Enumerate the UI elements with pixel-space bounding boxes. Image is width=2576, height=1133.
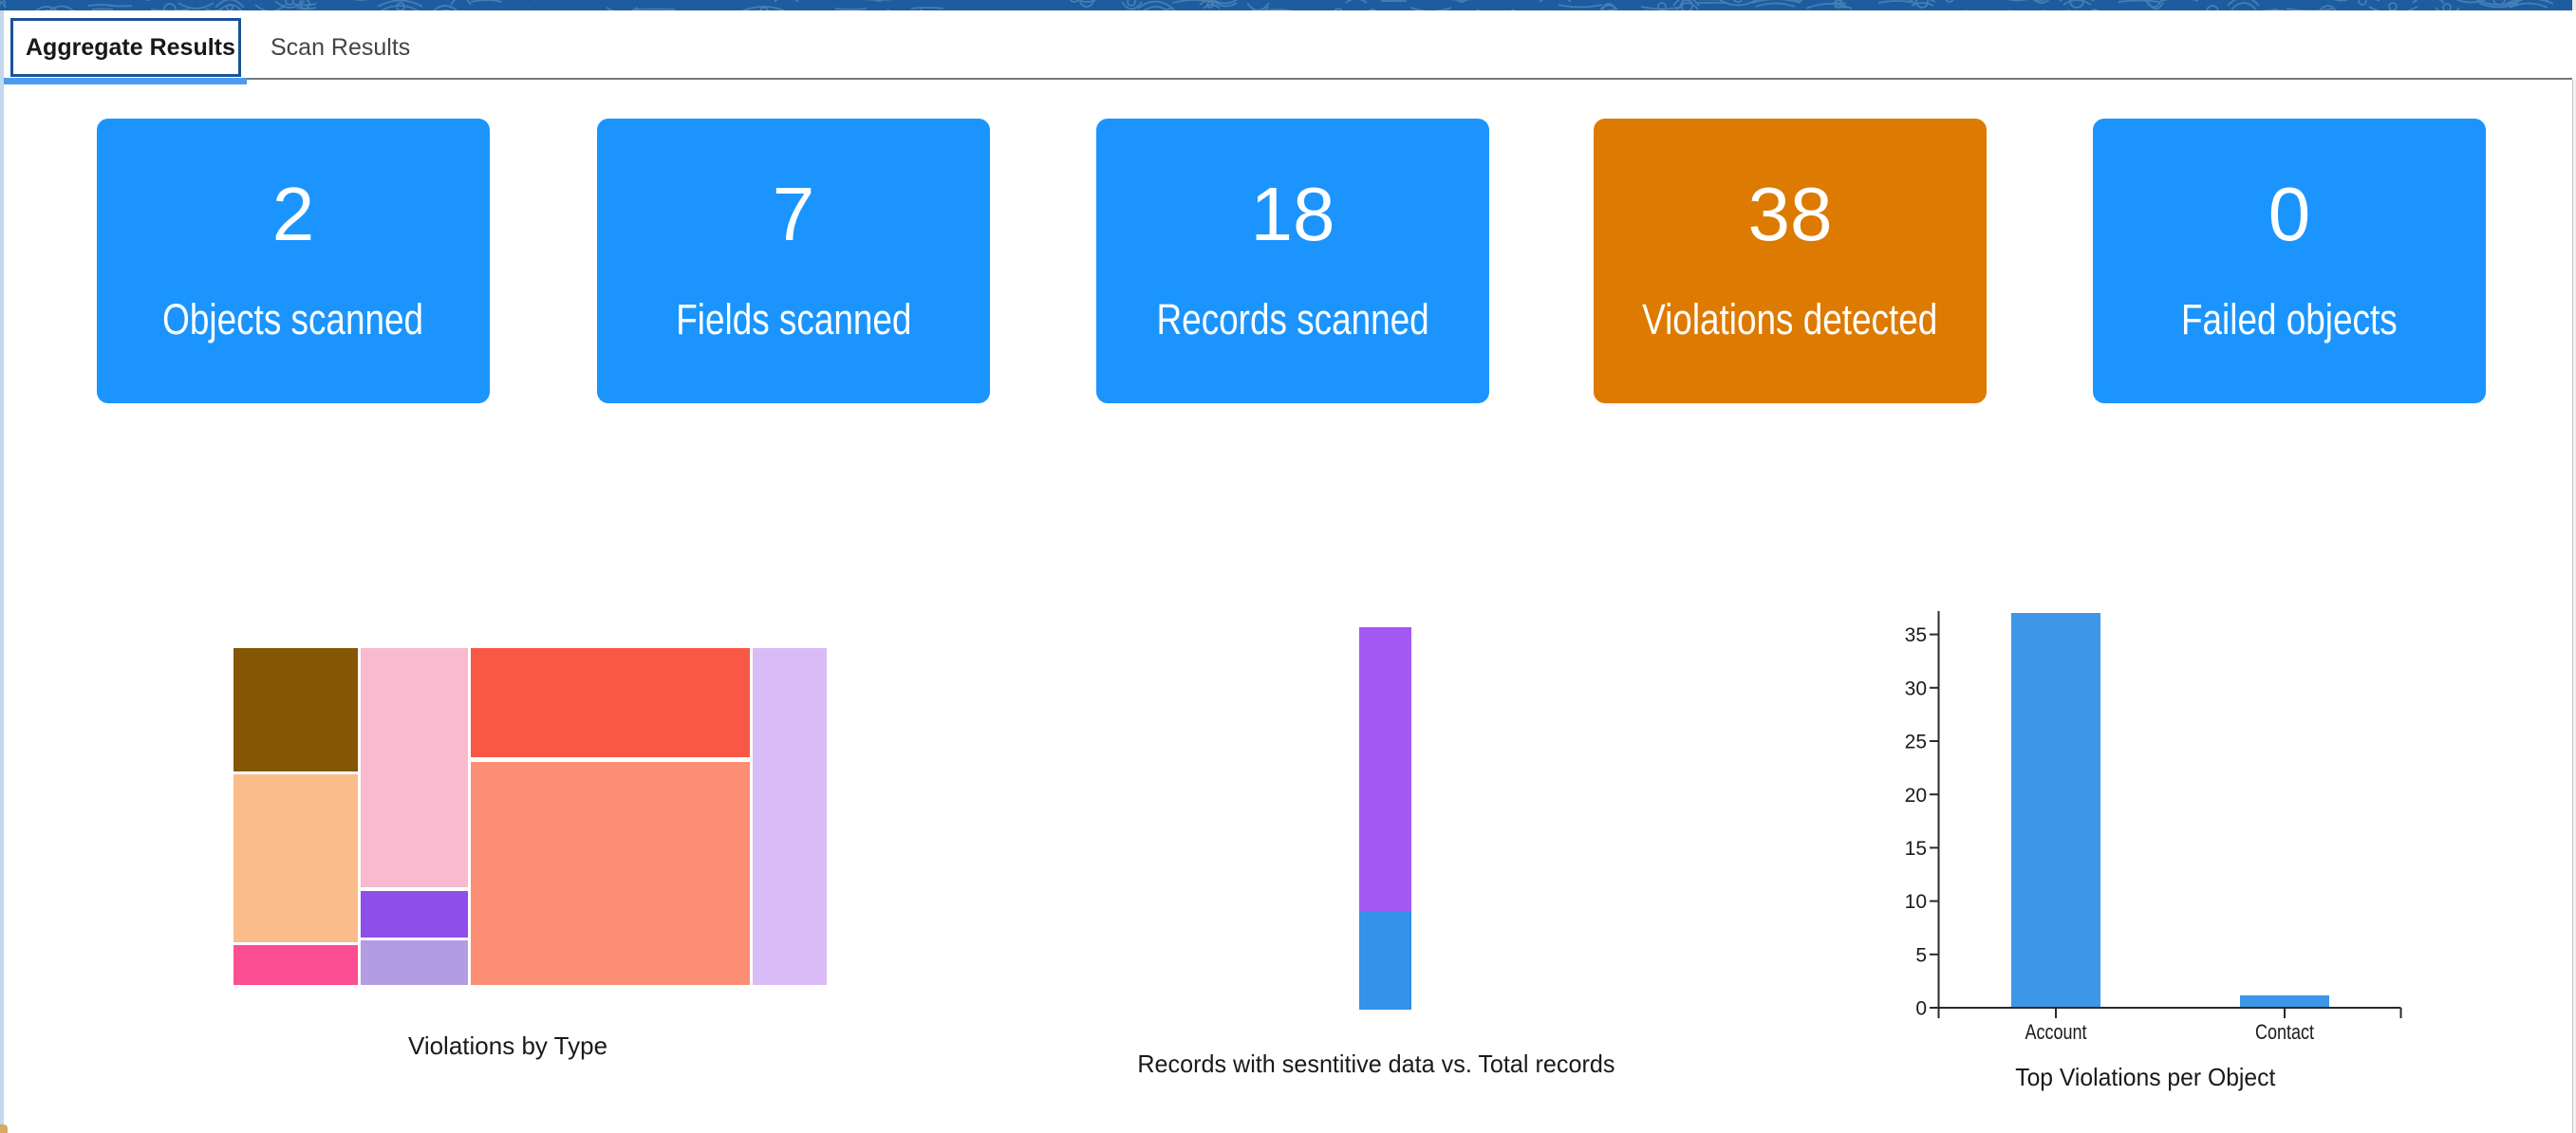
svg-text:20: 20	[1905, 785, 1927, 807]
svg-text:10: 10	[1905, 891, 1927, 913]
svg-text:35: 35	[1905, 624, 1927, 646]
svg-text:15: 15	[1905, 838, 1927, 860]
svg-text:Contact: Contact	[2255, 1020, 2314, 1044]
svg-text:25: 25	[1905, 732, 1927, 753]
svg-text:0: 0	[1915, 998, 1927, 1020]
svg-text:30: 30	[1905, 678, 1927, 699]
svg-text:Account: Account	[2025, 1020, 2087, 1044]
svg-text:5: 5	[1915, 944, 1927, 966]
